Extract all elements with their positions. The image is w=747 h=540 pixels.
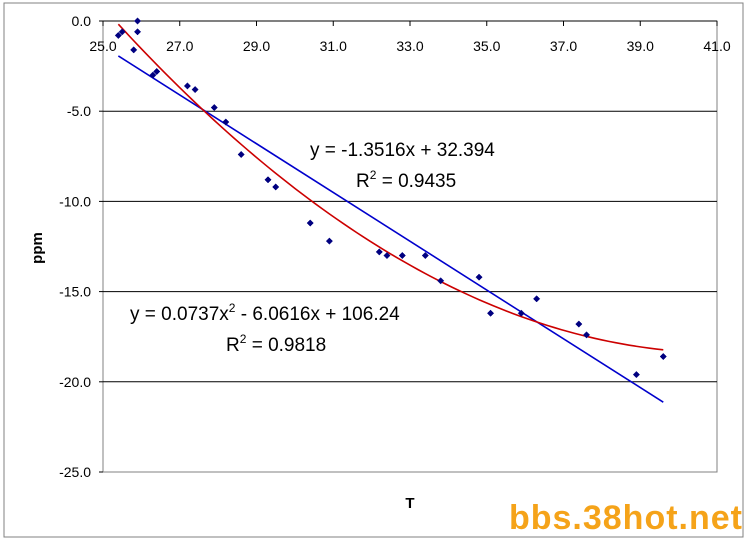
y-tick-labels: 0.0 -5.0 -10.0 -15.0 -20.0 -25.0 xyxy=(59,13,91,480)
x-tick-label: 29.0 xyxy=(243,38,270,54)
data-point xyxy=(487,309,495,317)
data-point xyxy=(153,67,161,76)
y-axis-title: ppm xyxy=(29,232,46,264)
y-tick-label: -15.0 xyxy=(59,284,91,300)
data-point xyxy=(130,46,138,54)
poly-equation-label: y = 0.0737x2 - 6.0616x + 106.24 xyxy=(130,301,400,325)
data-point xyxy=(383,251,391,260)
trendlines xyxy=(117,23,664,403)
data-point xyxy=(306,219,314,227)
data-point xyxy=(222,118,230,126)
data-point xyxy=(659,352,667,361)
x-axis xyxy=(102,20,718,26)
poly2-trendline xyxy=(117,23,664,351)
data-point xyxy=(272,183,280,191)
y-tick-label: -25.0 xyxy=(59,464,91,480)
x-tick-label: 27.0 xyxy=(166,38,193,54)
data-point xyxy=(325,237,333,245)
data-point xyxy=(149,71,157,79)
data-point xyxy=(437,277,445,285)
x-tick-label: 31.0 xyxy=(320,38,347,54)
data-point xyxy=(133,28,142,36)
y-tick-label: -5.0 xyxy=(67,103,91,119)
plot-area xyxy=(102,20,718,473)
data-point xyxy=(582,331,591,339)
data-point xyxy=(517,309,525,317)
data-point xyxy=(191,85,199,94)
y-tick-label: -20.0 xyxy=(59,374,91,390)
data-point xyxy=(237,150,245,159)
x-tick-label: 37.0 xyxy=(550,38,577,54)
y-tick-label: 0.0 xyxy=(72,13,92,29)
x-tick-label: 39.0 xyxy=(627,38,654,54)
x-tick-label: 41.0 xyxy=(703,38,730,54)
data-point xyxy=(575,320,583,328)
data-point xyxy=(632,371,640,379)
x-tick-label: 25.0 xyxy=(89,38,116,54)
data-point xyxy=(375,248,383,256)
y-tick-label: -10.0 xyxy=(59,193,91,209)
x-tick-label: 33.0 xyxy=(396,38,423,54)
linear-r2-label: R2 = 0.9435 xyxy=(356,168,456,192)
data-point xyxy=(264,176,272,184)
data-point xyxy=(133,17,142,25)
linear-equation-label: y = -1.3516x + 32.394 xyxy=(310,140,495,161)
data-point xyxy=(114,31,122,39)
data-point xyxy=(398,251,406,260)
data-point xyxy=(118,28,126,36)
data-points xyxy=(114,17,667,379)
poly-r2-label: R2 = 0.9818 xyxy=(226,332,326,356)
data-point xyxy=(533,295,541,303)
x-tick-labels: 25.0 27.0 29.0 31.0 33.0 35.0 37.0 39.0 41.0 xyxy=(89,38,730,54)
data-point xyxy=(421,251,429,260)
x-axis-title: T xyxy=(405,495,414,512)
data-point xyxy=(475,273,483,281)
data-point xyxy=(183,82,191,90)
linear-trendline xyxy=(117,55,664,403)
data-point xyxy=(210,104,218,112)
x-tick-label: 35.0 xyxy=(473,38,500,54)
